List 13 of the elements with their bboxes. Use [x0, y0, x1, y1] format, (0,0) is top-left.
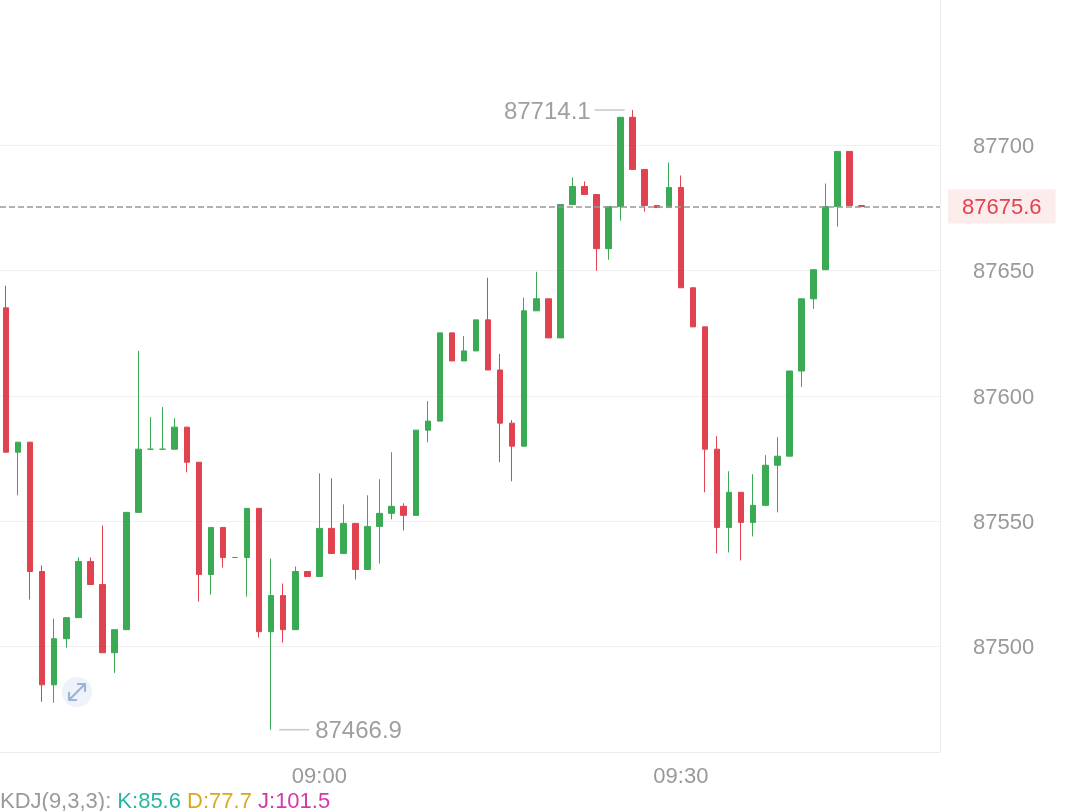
y-tick-label: 87650 — [973, 258, 1035, 284]
y-tick-label: 87550 — [973, 508, 1035, 534]
x-tick-label: 09:30 — [653, 762, 709, 788]
annotation: 87466.9 — [315, 716, 402, 744]
ref-line-label: 87675.6 — [962, 194, 1042, 220]
y-tick-label: 87700 — [973, 132, 1035, 158]
annotation: 87714.1 — [503, 96, 591, 124]
text: D:77.7 — [187, 787, 252, 811]
text: K:85.6 — [117, 787, 181, 811]
x-tick-label: 09:00 — [291, 762, 347, 788]
text: J:101.5 — [258, 787, 331, 811]
y-tick-label: 87600 — [973, 383, 1035, 409]
y-tick-label: 87500 — [973, 634, 1035, 660]
